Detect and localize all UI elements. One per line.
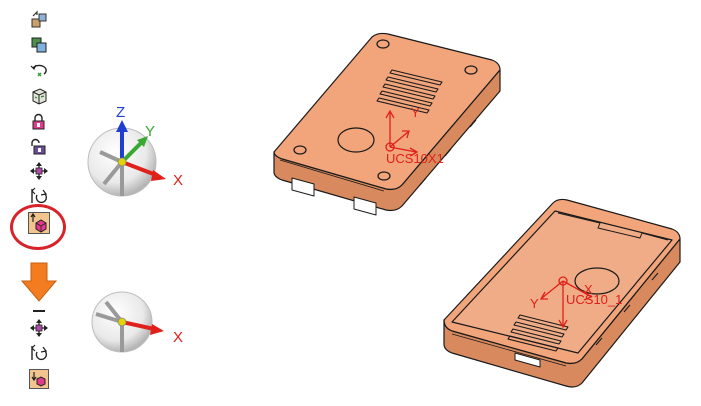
reset-rotation-icon[interactable] bbox=[29, 186, 49, 206]
move-triad-icon[interactable] bbox=[29, 161, 49, 181]
lid-center-hole bbox=[337, 127, 375, 153]
base-vent-slots bbox=[507, 314, 569, 352]
base-center-hole bbox=[574, 267, 620, 295]
lock-orientation-icon[interactable] bbox=[29, 112, 49, 132]
snap-to-face-icon[interactable] bbox=[29, 10, 49, 30]
ucs-base-x-label: X bbox=[584, 282, 593, 297]
move-triad-icon[interactable] bbox=[29, 318, 49, 338]
z-axis-label: Z bbox=[116, 104, 125, 121]
triad-origin[interactable] bbox=[117, 157, 127, 167]
highlight-ring bbox=[10, 204, 66, 250]
x-axis[interactable] bbox=[121, 320, 155, 331]
lid-screw-hole bbox=[293, 145, 307, 155]
enclosure-base[interactable] bbox=[443, 198, 681, 388]
y-axis-label: Y bbox=[145, 123, 155, 140]
x-axis-label: X bbox=[173, 329, 183, 346]
enclosure-lid[interactable] bbox=[273, 32, 501, 216]
lid-vent-slots bbox=[376, 69, 443, 114]
reset-rotation-icon[interactable] bbox=[29, 343, 49, 363]
rotate-about-axis-icon[interactable] bbox=[29, 60, 49, 80]
command-toolbar bbox=[0, 0, 80, 406]
lid-screw-hole bbox=[376, 39, 390, 49]
ucs-base-y-label: Y bbox=[530, 296, 539, 311]
orientation-triad-bottom[interactable]: X bbox=[82, 290, 192, 360]
x-axis-label: X bbox=[173, 172, 183, 189]
placed-part-icon[interactable] bbox=[29, 369, 49, 389]
ucs-base-marker[interactable]: UCS10_1 X Y bbox=[530, 276, 622, 329]
unlock-orientation-icon[interactable] bbox=[29, 137, 49, 157]
x-axis[interactable] bbox=[121, 160, 157, 177]
orientation-triad-top[interactable]: Z Y X bbox=[82, 100, 192, 205]
down-arrow-icon bbox=[21, 262, 57, 302]
align-parts-icon[interactable] bbox=[29, 35, 49, 55]
view-cube-icon[interactable] bbox=[29, 86, 49, 106]
ucs-lid-y-label: Y bbox=[411, 105, 420, 120]
ucs-base-label: UCS10_1 bbox=[566, 292, 622, 307]
lid-screw-hole bbox=[377, 171, 391, 181]
minus-icon[interactable] bbox=[29, 303, 49, 323]
y-axis[interactable] bbox=[120, 140, 144, 164]
ucs-lid-marker[interactable]: UCS10X1 Y bbox=[385, 105, 444, 166]
ucs-lid-label: UCS10X1 bbox=[386, 151, 444, 166]
triad-origin[interactable] bbox=[117, 317, 127, 327]
lid-screw-hole bbox=[464, 65, 478, 75]
